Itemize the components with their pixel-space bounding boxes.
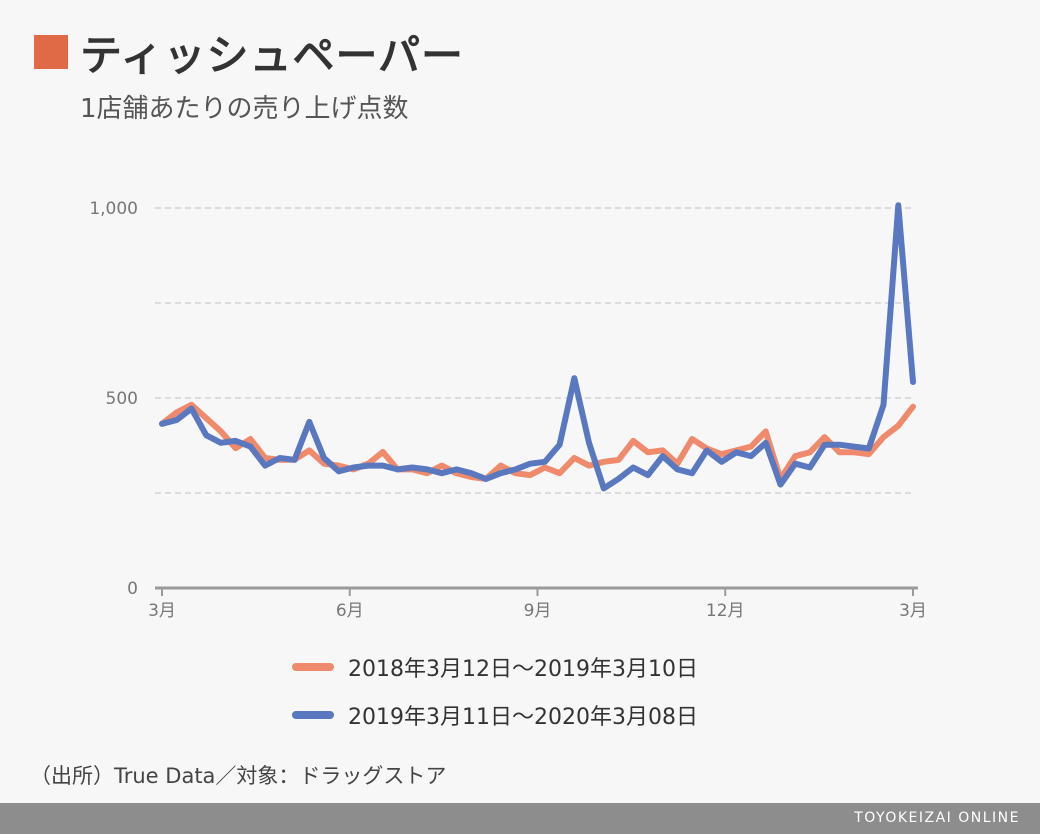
y-tick-label-0: 0 (127, 579, 138, 599)
source-note: （出所）True Data／対象：ドラッグストア (30, 764, 447, 788)
x-tick-label-1: 6月 (336, 601, 364, 621)
chart-subtitle: 1店舗あたりの売り上げ点数 (80, 94, 409, 124)
series-line-1 (159, 202, 916, 492)
legend: 2018年3月12日～2019年3月10日 2019年3月11日～2020年3月… (292, 652, 698, 730)
chart-title: ティッシュペーパー (80, 30, 465, 80)
legend-label-2019: 2019年3月11日～2020年3月08日 (348, 705, 698, 730)
x-tick-label-0: 3月 (148, 601, 176, 621)
legend-swatch-2019 (292, 711, 334, 719)
x-tick-label-2: 9月 (524, 601, 552, 621)
legend-item-2018: 2018年3月12日～2019年3月10日 (292, 652, 698, 682)
legend-item-2019: 2019年3月11日～2020年3月08日 (292, 700, 698, 730)
x-tick-label-3: 12月 (706, 601, 745, 621)
y-tick-label-2: 500 (106, 389, 138, 409)
title-marker (34, 35, 68, 69)
footer-brand: TOYOKEIZAI ONLINE (854, 810, 1020, 826)
legend-swatch-2018 (292, 663, 334, 671)
footer-bar: TOYOKEIZAI ONLINE (0, 803, 1040, 834)
title-row: ティッシュペーパー (34, 24, 464, 80)
y-tick-label-4: 1,000 (89, 199, 138, 219)
legend-label-2018: 2018年3月12日～2019年3月10日 (348, 657, 698, 682)
x-tick-label-4: 3月 (899, 601, 927, 621)
